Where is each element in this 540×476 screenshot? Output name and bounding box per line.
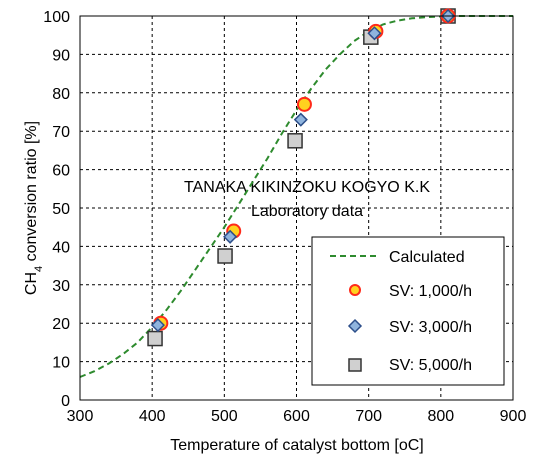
x-tick-label: 500 [211,408,238,425]
watermark: TANAKA KIKINZOKU KOGYO K.K Laboratory da… [184,179,430,220]
legend: Calculated SV: 1,000/h SV: 3,000/h SV: 5… [311,236,505,386]
y-tick-label: 40 [52,239,70,256]
x-tick-labels: 300 400 500 600 700 800 900 [67,408,527,425]
legend-sv3000-label: SV: 3,000/h [389,319,472,336]
gridlines [80,16,513,400]
x-tick-label: 700 [355,408,382,425]
sv1000-point [296,96,312,112]
y-tick-label: 50 [52,201,70,218]
y-tick-label: 80 [52,86,70,103]
measured-series [147,8,456,347]
y-axis-label: CH4 conversion ratio [%] [23,121,45,295]
x-tick-label: 300 [67,408,94,425]
watermark-line-2: Laboratory data [251,203,363,220]
legend-box [311,236,505,386]
sv5000-point [147,330,163,347]
y-tick-label: 90 [52,47,70,64]
sv3000-point [150,318,166,333]
x-tick-label: 400 [139,408,166,425]
legend-sv5000-label: SV: 5,000/h [389,357,472,374]
legend-sv1000-marker [349,284,361,296]
x-tick-label: 800 [427,408,454,425]
y-tick-label: 0 [61,393,70,410]
watermark-line-1: TANAKA KIKINZOKU KOGYO K.K [184,179,430,196]
x-tick-label: 600 [283,408,310,425]
y-tick-label: 70 [52,124,70,141]
y-tick-label: 30 [52,278,70,295]
sv3000-point [223,229,238,244]
sv3000-point [367,26,382,41]
y-tick-label: 100 [43,9,70,26]
legend-sv1000-label: SV: 1,000/h [389,283,472,300]
x-axis-label: Temperature of catalyst bottom [oC] [170,437,423,454]
y-tick-labels: 0 10 20 30 40 50 60 70 80 90 100 [43,9,70,410]
x-tick-label: 900 [500,408,527,425]
plot-frame [79,15,514,401]
sv5000-point [287,133,303,149]
y-tick-label: 10 [52,355,70,372]
legend-sv3000-marker [347,318,363,334]
y-tick-label: 60 [52,163,70,180]
sv3000-point [293,112,308,127]
legend-sv5000-marker [348,358,362,372]
legend-calculated-label: Calculated [389,249,465,266]
sv5000-point [217,248,233,264]
y-tick-label: 20 [52,316,70,333]
